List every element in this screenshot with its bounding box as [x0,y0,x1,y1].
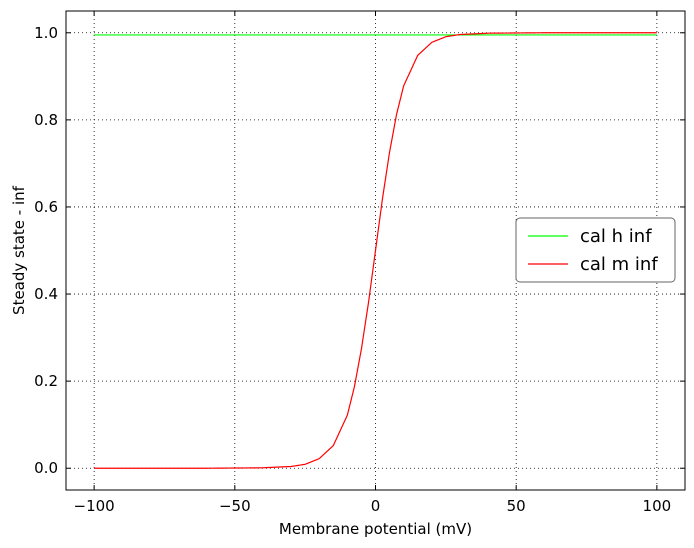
series-layer [94,32,657,469]
y-tick-label: 0.6 [34,198,58,216]
y-tick-label: 0.8 [34,111,58,129]
legend-entry: cal m inf [580,254,658,275]
legend-box [515,217,676,283]
x-tick-label: −50 [219,497,251,515]
y-axis-label: Steady state - inf [10,185,28,315]
x-axis-label: Membrane potential (mV) [279,520,472,538]
x-tick-label: 50 [507,497,526,515]
x-tick-label: 0 [371,497,381,515]
ticks: −100 −50 0 50 100 0.0 0.2 0.4 0.6 0.8 1.0 [34,11,685,515]
x-tick-label: 100 [643,497,672,515]
y-tick-label: 0.2 [34,372,58,390]
series-line-cal-m-inf [94,32,657,469]
y-tick-label: 0.4 [34,285,58,303]
y-tick-label: 0.0 [34,459,58,477]
legend: cal h inf cal m inf [515,217,676,283]
x-tick-label: −100 [74,497,115,515]
legend-entry: cal h inf [580,226,652,247]
y-tick-label: 1.0 [34,24,58,42]
